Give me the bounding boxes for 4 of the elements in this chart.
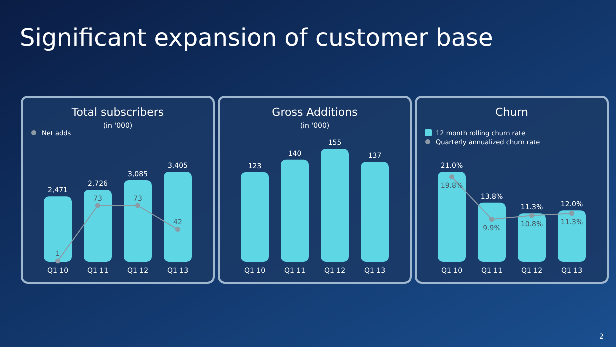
text: Significant expansion of customer base (20, 24, 494, 52)
chart-title: Total subscribers (70, 106, 164, 119)
chart-title: Churn (496, 106, 528, 119)
chart-title: Gross Additions (272, 106, 358, 119)
